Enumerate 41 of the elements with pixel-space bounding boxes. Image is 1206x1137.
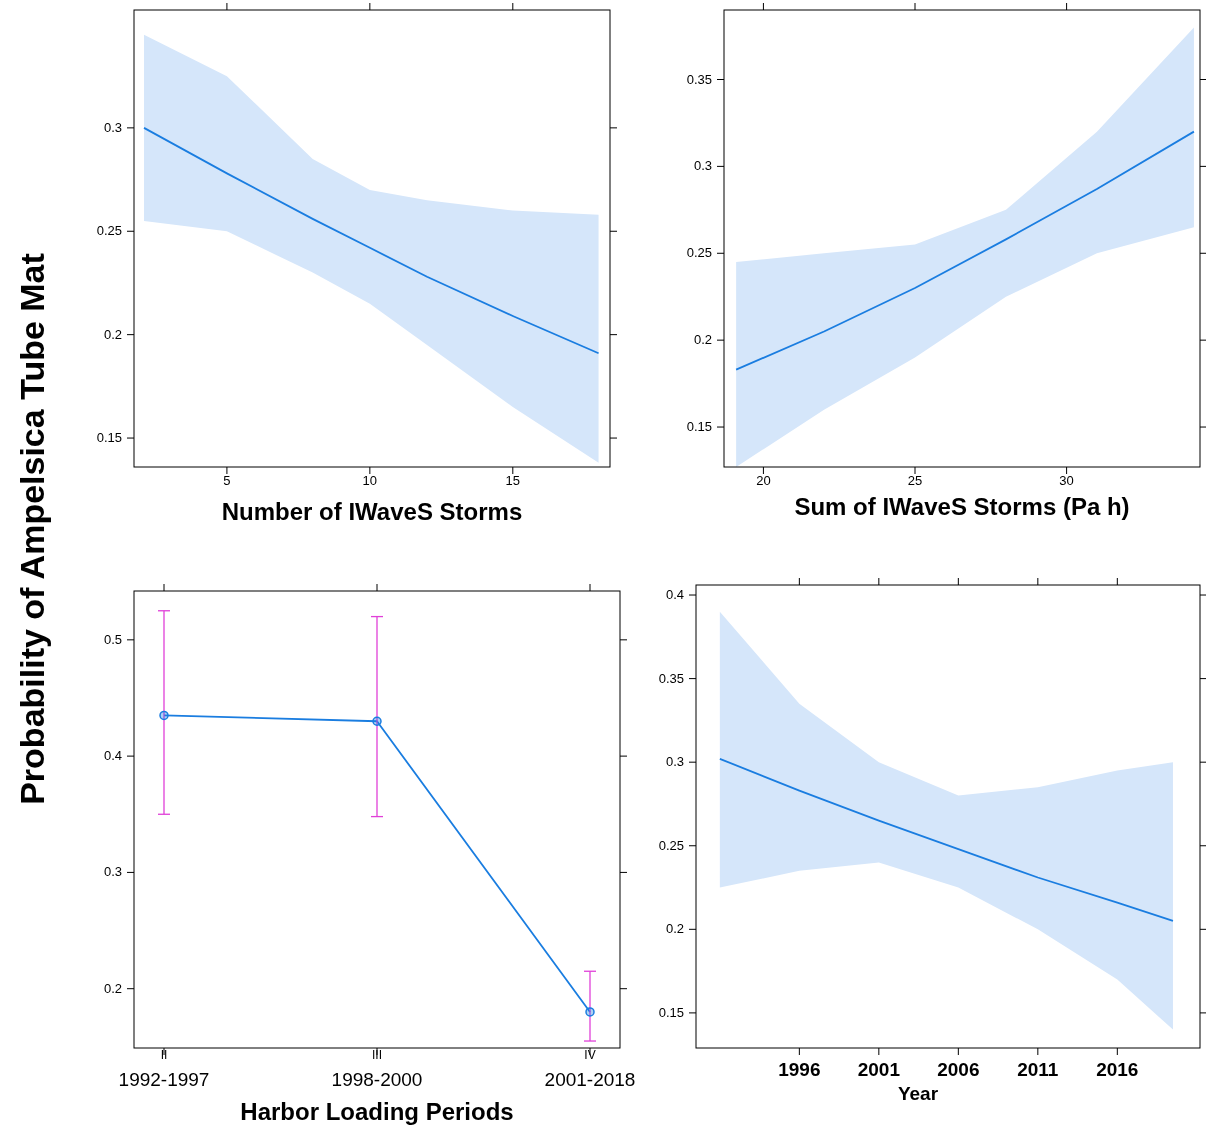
y-tick-label: 0.2 [693, 332, 712, 348]
point [159, 710, 169, 721]
y-tick-label: 0.35 [658, 670, 684, 686]
x-tick-label: 25 [907, 473, 923, 488]
x-tick-label: 15 [505, 473, 521, 488]
x-axis-title: Sum of IWaveS Storms (Pa h) [794, 493, 1130, 520]
x-tick-label: 1996 [778, 1059, 821, 1080]
y-tick-label: 0.15 [658, 1004, 684, 1020]
line-series [735, 130, 1195, 371]
x-tick-label: 2016 [1096, 1059, 1139, 1080]
y-tick-label: 0.3 [103, 864, 122, 880]
x-tick-label: 2011 [1017, 1059, 1059, 1080]
x-tick-label: 10 [362, 473, 378, 488]
line-series [718, 757, 1174, 922]
x-tick-label: 2006 [937, 1059, 980, 1080]
line-series [143, 126, 600, 355]
y-tick-label: 0.25 [658, 837, 684, 853]
x-axis-title: Number of IWaveS Storms [221, 498, 523, 525]
y-tick-label: 0.35 [686, 71, 712, 87]
y-tick-label: 0.4 [665, 587, 684, 603]
y-tick-label: 0.3 [665, 754, 684, 770]
y-tick-label: 0.4 [103, 748, 122, 764]
y-tick-label: 0.2 [103, 980, 122, 996]
point [372, 716, 382, 726]
y-tick-label: 0.3 [693, 158, 712, 174]
y-axis-title: Probability of Ampelsica Tube Mat [13, 253, 51, 805]
y-tick-label: 0.2 [103, 326, 122, 342]
y-tick-label: 0.2 [665, 921, 684, 937]
x-axis-title: Year [897, 1083, 939, 1104]
x-tick-label: 5 [223, 473, 231, 488]
x-tick-label: 20 [756, 473, 771, 488]
y-tick-label: 0.15 [686, 419, 712, 435]
y-tick-label: 0.25 [686, 245, 712, 261]
y-tick-label: 0.5 [103, 631, 122, 647]
x-tick-label: 2001 [857, 1059, 901, 1080]
point [585, 1007, 595, 1017]
y-tick-label: 0.15 [96, 430, 122, 446]
y-tick-label: 0.3 [103, 119, 122, 135]
x-axis-title: Harbor Loading Periods [240, 1098, 514, 1125]
x-tick-label: 30 [1059, 473, 1074, 488]
y-tick-label: 0.25 [96, 223, 122, 239]
